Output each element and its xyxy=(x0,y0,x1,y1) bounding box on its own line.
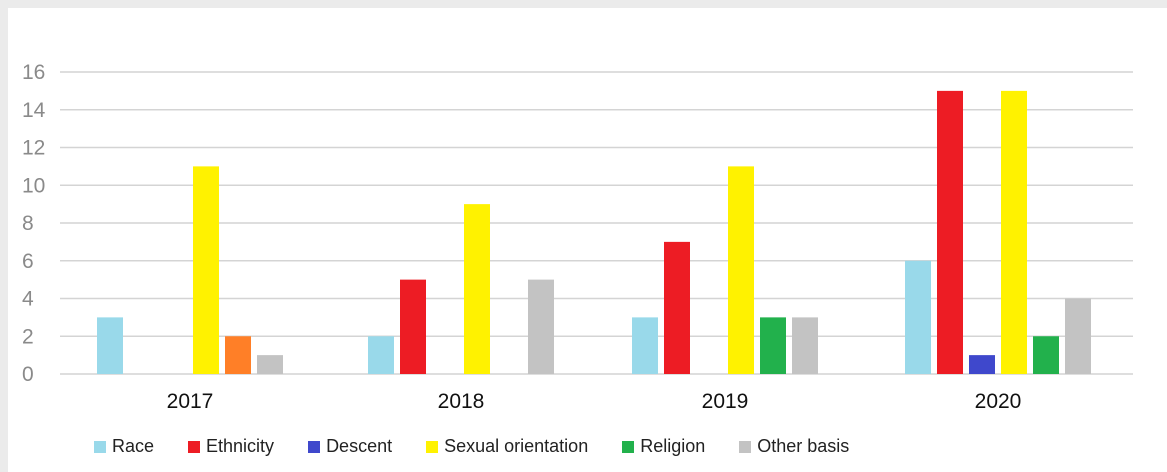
y-tick-label: 12 xyxy=(22,137,45,160)
y-tick-label: 2 xyxy=(22,325,34,348)
bar-2019-ethnicity xyxy=(664,241,690,374)
legend-item: Other basis xyxy=(739,436,849,457)
bar-2018-sexual-orientation xyxy=(464,204,490,374)
bar-2017-religion xyxy=(225,336,251,374)
bar-2020-sexual-orientation xyxy=(1001,90,1027,374)
chart-panel: 0 2 4 6 8 10 12 14 16 2017 2018 2019 2020 Race Ethni… xyxy=(8,8,1167,472)
bar-2019-religion xyxy=(760,317,786,374)
legend-label: Sexual orientation xyxy=(444,436,589,456)
bar-2018-other-basis xyxy=(528,279,554,374)
y-tick-label: 14 xyxy=(22,99,46,122)
bar-2018-race xyxy=(368,336,394,374)
bar-2020-descent xyxy=(969,355,995,374)
legend-swatch xyxy=(622,440,635,453)
bar-2020-religion xyxy=(1033,336,1059,374)
bar-2020-race xyxy=(905,260,931,374)
y-tick-label: 4 xyxy=(22,288,34,311)
legend-swatch xyxy=(188,440,201,453)
legend-label: Race xyxy=(112,436,155,456)
bar-chart: 0 2 4 6 8 10 12 14 16 2017 2018 2019 2020 xyxy=(22,61,1133,413)
bar-2020-ethnicity xyxy=(937,90,963,374)
x-axis-category-labels: 2017 2018 2019 2020 xyxy=(167,390,1022,413)
bar-2017-race xyxy=(97,317,123,374)
y-tick-label: 10 xyxy=(22,174,45,197)
y-tick-label: 8 xyxy=(22,212,34,235)
legend-item: Sexual orientation xyxy=(426,436,588,457)
legend-item: Religion xyxy=(622,436,705,457)
legend-label: Ethnicity xyxy=(206,436,275,456)
bar-2019-race xyxy=(632,317,658,374)
legend-swatch xyxy=(94,440,106,453)
legend-swatch xyxy=(739,440,752,453)
legend-item: Race xyxy=(94,436,154,457)
bars xyxy=(97,90,1091,374)
bar-2017-other-basis xyxy=(257,355,283,374)
bar-2019-sexual-orientation xyxy=(728,166,754,374)
legend-label: Descent xyxy=(326,436,393,456)
legend-label: Religion xyxy=(640,436,706,456)
y-tick-label: 6 xyxy=(22,250,34,273)
x-category-label: 2020 xyxy=(975,390,1022,413)
bar-2019-other-basis xyxy=(792,317,818,374)
legend: Race Ethnicity Descent Sexual orientation Re… xyxy=(94,436,883,457)
y-axis-tick-labels: 0 2 4 6 8 10 12 14 16 xyxy=(22,61,46,386)
legend-label: Other basis xyxy=(757,436,850,456)
legend-item: Descent xyxy=(308,436,392,457)
y-tick-label: 16 xyxy=(22,61,45,84)
bar-2018-ethnicity xyxy=(400,279,426,374)
x-category-label: 2019 xyxy=(702,390,749,413)
x-category-label: 2017 xyxy=(167,390,214,413)
legend-swatch xyxy=(308,440,321,453)
legend-item: Ethnicity xyxy=(188,436,274,457)
y-tick-label: 0 xyxy=(22,363,34,386)
gridlines xyxy=(60,71,1133,375)
x-category-label: 2018 xyxy=(438,390,485,413)
bar-2020-other-basis xyxy=(1065,298,1091,374)
bar-2017-sexual-orientation xyxy=(193,166,219,374)
legend-swatch xyxy=(426,440,439,453)
